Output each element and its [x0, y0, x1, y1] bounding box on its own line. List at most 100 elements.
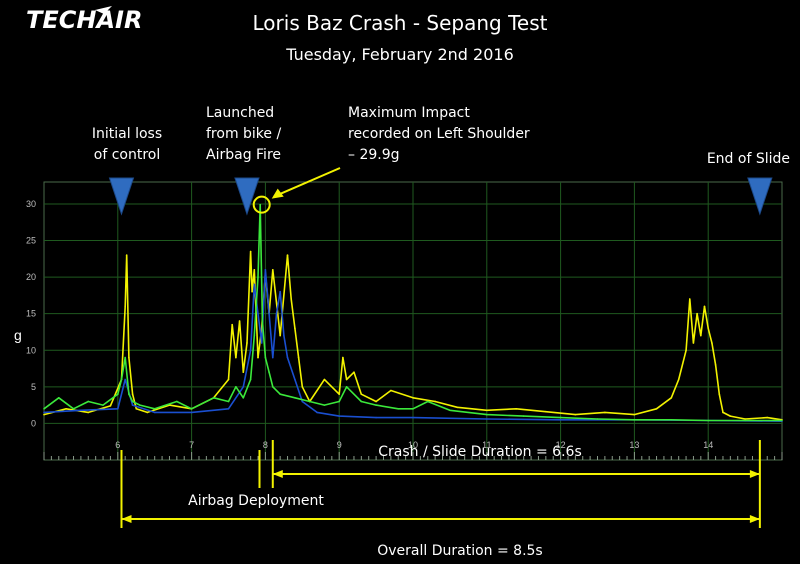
- data-point: [744, 419, 746, 422]
- techair-logo: TECHAIR: [26, 6, 142, 34]
- series-group: [43, 203, 783, 423]
- crash-slide-duration-label: Crash / Slide Duration = 6.6s: [378, 444, 582, 460]
- x-tick-label: 6: [115, 440, 120, 450]
- data-point: [249, 378, 252, 381]
- data-point: [238, 320, 241, 322]
- data-point: [257, 312, 259, 315]
- data-point: [131, 393, 134, 395]
- data-point: [766, 416, 769, 419]
- data-point: [574, 413, 577, 416]
- data-point: [43, 413, 45, 416]
- data-point: [729, 415, 732, 417]
- data-point: [242, 371, 245, 374]
- data-point: [271, 268, 274, 271]
- data-point: [124, 305, 126, 308]
- data-point: [249, 250, 252, 253]
- y-tick-label: 30: [26, 199, 36, 209]
- y-tick-label: 25: [26, 236, 36, 246]
- data-point: [545, 410, 547, 413]
- annotation-launched: Launched from bike / Airbag Fire: [206, 105, 281, 163]
- data-point: [486, 413, 488, 416]
- data-point: [43, 411, 45, 414]
- markers: [108, 167, 773, 216]
- data-point: [65, 407, 67, 410]
- data-point: [268, 371, 270, 374]
- marker-triangle-initial-loss: [108, 177, 135, 216]
- overall-arrow-left: [121, 515, 132, 523]
- y-axis-label: g: [14, 327, 22, 343]
- annotation-launched-label: Launched from bike / Airbag Fire: [206, 105, 281, 163]
- data-point: [308, 400, 311, 403]
- data-point: [242, 386, 245, 388]
- data-point: [426, 400, 429, 403]
- data-point: [249, 349, 252, 352]
- crash-slide-arrow-left: [272, 470, 283, 478]
- data-point: [711, 342, 713, 344]
- x-tick-label: 12: [556, 440, 566, 450]
- data-point: [268, 312, 270, 315]
- data-point: [397, 407, 400, 410]
- data-point: [271, 356, 274, 359]
- data-point: [338, 400, 341, 403]
- data-point: [449, 409, 451, 412]
- data-point: [345, 378, 348, 381]
- data-point: [264, 268, 267, 271]
- data-point: [242, 397, 245, 399]
- data-point: [260, 342, 263, 344]
- data-point: [117, 407, 119, 410]
- data-point: [345, 386, 348, 388]
- data-point: [290, 298, 293, 300]
- data-point: [128, 356, 130, 359]
- data-point: [128, 393, 130, 395]
- data-point: [559, 416, 562, 419]
- data-point: [722, 411, 724, 414]
- data-point: [253, 334, 256, 337]
- data-point: [375, 416, 377, 419]
- logo-text: TECHAIR: [26, 6, 142, 34]
- data-point: [559, 418, 562, 421]
- ticks: 6 7 8 9 10 11 12 13 14 0 5 10 15 20 25 30: [26, 199, 783, 460]
- data-point: [323, 378, 326, 381]
- data-point: [43, 407, 45, 410]
- data-point: [153, 407, 156, 410]
- grid: [44, 182, 782, 460]
- data-point: [125, 254, 128, 256]
- data-point: [279, 393, 281, 395]
- data-point: [109, 405, 112, 407]
- data-point: [283, 334, 285, 337]
- data-point: [80, 409, 82, 412]
- data-point: [655, 407, 658, 410]
- data-point: [353, 371, 355, 374]
- data-point: [275, 312, 278, 315]
- data-point: [688, 298, 691, 300]
- data-point: [271, 386, 274, 388]
- data-point: [434, 400, 436, 403]
- data-point: [294, 327, 296, 330]
- data-point: [257, 276, 259, 278]
- series-line-yellow: [43, 250, 783, 421]
- data-point: [342, 356, 344, 359]
- data-point: [139, 404, 141, 406]
- data-point: [102, 404, 104, 406]
- x-tick-label: 11: [482, 440, 491, 450]
- data-point: [670, 397, 673, 399]
- data-point: [294, 397, 296, 399]
- data-point: [633, 418, 636, 421]
- data-point: [190, 407, 193, 410]
- data-point: [338, 415, 341, 417]
- data-point: [703, 305, 706, 308]
- data-point: [412, 416, 414, 419]
- x-tick-label: 14: [703, 440, 713, 450]
- y-tick-label: 20: [26, 272, 36, 282]
- data-point: [412, 407, 414, 410]
- max-impact-circle: [252, 195, 271, 214]
- data-point: [257, 356, 259, 359]
- max-impact-arrow-head: [271, 188, 284, 199]
- data-point: [456, 406, 459, 409]
- chart-title: Loris Baz Crash - Sepang Test: [253, 11, 548, 35]
- data-point: [117, 393, 119, 395]
- data-point: [677, 378, 680, 381]
- data-point: [279, 290, 281, 293]
- data-point: [718, 393, 721, 395]
- data-point: [390, 389, 392, 392]
